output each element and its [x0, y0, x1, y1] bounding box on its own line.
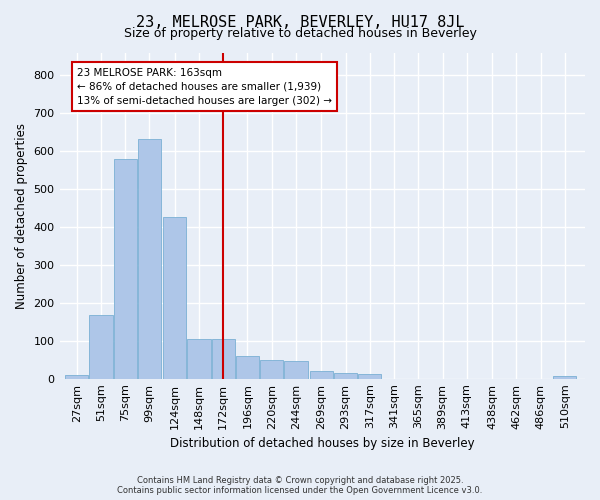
Bar	[187, 339, 211, 378]
Bar	[236, 356, 259, 378]
Text: Size of property relative to detached houses in Beverley: Size of property relative to detached ho…	[124, 28, 476, 40]
Text: 23 MELROSE PARK: 163sqm
← 86% of detached houses are smaller (1,939)
13% of semi: 23 MELROSE PARK: 163sqm ← 86% of detache…	[77, 68, 332, 106]
Text: 23, MELROSE PARK, BEVERLEY, HU17 8JL: 23, MELROSE PARK, BEVERLEY, HU17 8JL	[136, 15, 464, 30]
Bar	[358, 374, 382, 378]
Bar	[89, 315, 113, 378]
Bar	[260, 360, 283, 378]
Y-axis label: Number of detached properties: Number of detached properties	[15, 122, 28, 308]
X-axis label: Distribution of detached houses by size in Beverley: Distribution of detached houses by size …	[170, 437, 475, 450]
Bar	[553, 376, 577, 378]
Bar	[284, 361, 308, 378]
Bar	[163, 216, 187, 378]
Bar	[334, 374, 357, 378]
Bar	[138, 139, 161, 378]
Bar	[310, 371, 333, 378]
Bar	[113, 160, 137, 378]
Bar	[65, 375, 88, 378]
Bar	[212, 339, 235, 378]
Text: Contains HM Land Registry data © Crown copyright and database right 2025.
Contai: Contains HM Land Registry data © Crown c…	[118, 476, 482, 495]
